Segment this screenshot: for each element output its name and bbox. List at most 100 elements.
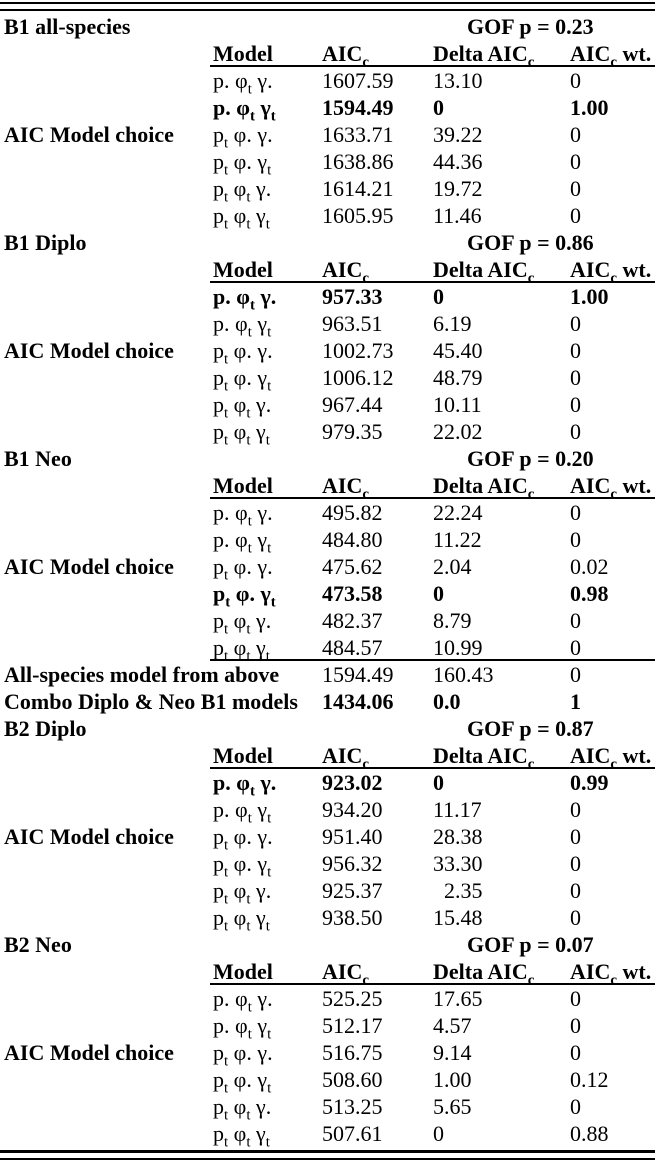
table-row: p. φt γ. 525.25 17.65 0 <box>0 985 655 1016</box>
table-row: pt φ. γt 508.60 1.00 0.12 <box>0 1066 655 1097</box>
table-row: pt φt γ. 925.37 2.35 0 <box>0 877 655 907</box>
table-body: B1 all-species GOF p = 0.23 Model AICc Delta… <box>0 11 655 1150</box>
aicc-wt-cell: 0 <box>570 68 581 93</box>
table-row: pt φt γ. 1614.21 19.72 0 <box>0 175 655 205</box>
aicc-cell: 923.02 <box>322 770 383 795</box>
column-header-aicc-wt: AICc wt. <box>570 41 652 71</box>
column-header-aicc-wt: AICc wt. <box>570 959 652 989</box>
aicc-cell: 1594.49 <box>322 662 394 687</box>
model-cell: p. φt γt <box>213 797 272 827</box>
delta-aicc-cell: 10.11 <box>433 392 482 417</box>
gof-p-value: GOF p = 0.86 <box>467 230 594 255</box>
aicc-wt-cell: 0 <box>570 311 581 336</box>
delta-aicc-cell: 15.48 <box>433 905 483 930</box>
aicc-wt-cell: 1.00 <box>570 284 609 309</box>
aicc-wt-cell: 1.00 <box>570 95 609 120</box>
model-cell: pt φ. γt <box>213 365 272 395</box>
column-header-delta-aicc: Delta AICc <box>433 743 535 773</box>
summary-row: Combo Diplo & Neo B1 models 1434.06 0.0 1 <box>0 688 655 715</box>
delta-aicc-cell: 160.43 <box>433 662 494 687</box>
model-cell: p. φt γ. <box>213 68 273 98</box>
model-cell: pt φt γ. <box>213 608 272 638</box>
aicc-cell: 956.32 <box>322 851 383 876</box>
column-header-model: Model <box>213 41 273 66</box>
table-row: AIC Model choice pt φ. γ. 951.40 28.38 0 <box>0 823 655 853</box>
table-row: p. φt γt 934.20 11.17 0 <box>0 796 655 827</box>
model-cell: pt φt γt <box>213 419 270 449</box>
aic-model-choice-label: AIC Model choice <box>4 338 174 363</box>
aicc-cell: 963.51 <box>322 311 383 336</box>
summary-row: All-species model from above 1594.49 160.4… <box>0 661 655 688</box>
delta-aicc-cell: 8.79 <box>433 608 472 633</box>
table-row: AIC Model choice pt φ. γ. 1002.73 45.40 0 <box>0 337 655 368</box>
column-header-aicc: AICc <box>322 41 369 71</box>
table-row: pt φt γ. 482.37 8.79 0 <box>0 607 655 638</box>
model-cell: pt φt γt <box>213 635 270 665</box>
column-header-model: Model <box>213 473 273 498</box>
table-row: pt φ. γt 1638.86 44.36 0 <box>0 148 655 178</box>
aicc-cell: 475.62 <box>322 554 383 579</box>
aicc-cell: 925.37 <box>322 878 383 903</box>
aicc-wt-cell: 0 <box>570 878 581 903</box>
aicc-wt-cell: 0 <box>570 662 581 687</box>
aicc-wt-cell: 0 <box>570 851 581 876</box>
column-header-delta-aicc: Delta AICc <box>433 257 535 287</box>
model-cell: p. φt γ. <box>213 986 273 1016</box>
aicc-cell: 508.60 <box>322 1067 383 1092</box>
aicc-cell: 1006.12 <box>322 365 394 390</box>
aicc-cell: 1594.49 <box>322 95 394 120</box>
aicc-wt-cell: 0 <box>570 797 581 822</box>
column-header-aicc: AICc <box>322 959 369 989</box>
aicc-cell: 967.44 <box>322 392 383 417</box>
model-cell: p. φt γ. <box>213 500 273 530</box>
model-cell: pt φ. γ. <box>213 338 273 368</box>
delta-aicc-cell: 45.40 <box>433 338 483 363</box>
aicc-wt-cell: 0.99 <box>570 770 609 795</box>
column-header-aicc-wt: AICc wt. <box>570 257 652 287</box>
aicc-cell: 484.80 <box>322 527 383 552</box>
column-header-row: Model AICc Delta AICc AICc wt. <box>0 40 655 71</box>
gof-p-value: GOF p = 0.20 <box>467 446 594 471</box>
delta-aicc-cell: 39.22 <box>433 122 483 147</box>
table-row: AIC Model choice pt φ. γ. 1633.71 39.22 0 <box>0 121 655 151</box>
aicc-cell: 516.75 <box>322 1040 383 1065</box>
table-row: pt φt γ. 513.25 5.65 0 <box>0 1093 655 1123</box>
table-row: p. φt γ. 923.02 0 0.99 <box>0 769 655 799</box>
table-row: p. φt γ. 495.82 22.24 0 <box>0 499 655 530</box>
aicc-wt-cell: 0 <box>570 365 581 390</box>
delta-aicc-cell: 11.46 <box>433 203 482 228</box>
delta-aicc-cell: 19.72 <box>433 176 483 201</box>
aicc-cell: 1434.06 <box>322 689 394 714</box>
delta-aicc-cell: 0 <box>433 95 444 120</box>
aicc-cell: 1002.73 <box>322 338 394 363</box>
column-header-row: Model AICc Delta AICc AICc wt. <box>0 958 655 989</box>
delta-aicc-cell: 28.38 <box>433 824 483 849</box>
section-title: B1 Diplo <box>4 230 87 255</box>
delta-aicc-cell: 44.36 <box>433 149 483 174</box>
aicc-cell: 1633.71 <box>322 122 394 147</box>
aicc-cell: 525.25 <box>322 986 383 1011</box>
column-header-model: Model <box>213 743 273 768</box>
table-row: p. φt γ. 1607.59 13.10 0 <box>0 67 655 98</box>
delta-aicc-cell: 0.0 <box>433 689 461 714</box>
gof-p-value: GOF p = 0.23 <box>467 14 594 39</box>
column-header-model: Model <box>213 257 273 282</box>
delta-aicc-cell: 2.35 <box>433 878 483 903</box>
model-cell: pt φ. γt <box>213 1067 272 1097</box>
aicc-cell: 473.58 <box>322 581 383 606</box>
table-row: p. φt γt 484.80 11.22 0 <box>0 526 655 556</box>
column-header-row: Model AICc Delta AICc AICc wt. <box>0 742 655 773</box>
table-row: pt φ. γt 473.58 0 0.98 <box>0 580 655 610</box>
bottom-double-rule <box>0 1150 655 1160</box>
model-cell: p. φt γt <box>213 95 276 125</box>
column-header-aicc: AICc <box>322 743 369 773</box>
aicc-wt-cell: 0 <box>570 500 581 525</box>
aicc-wt-cell: 0 <box>570 986 581 1011</box>
aicc-wt-cell: 0 <box>570 338 581 363</box>
section-title: B2 Diplo <box>4 716 87 741</box>
delta-aicc-cell: 6.19 <box>433 311 472 336</box>
aic-model-choice-label: AIC Model choice <box>4 122 174 147</box>
delta-aicc-cell: 0 <box>433 581 444 606</box>
table-row: pt φt γ. 967.44 10.11 0 <box>0 391 655 421</box>
